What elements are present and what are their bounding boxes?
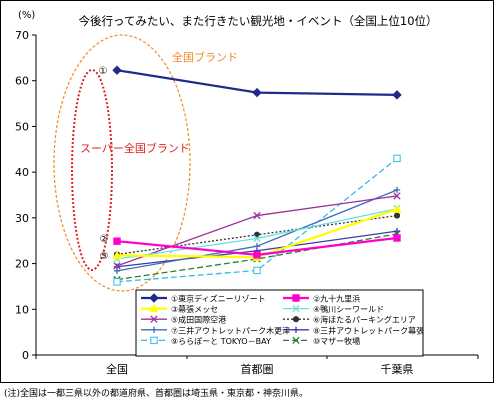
- data-point: [292, 294, 300, 302]
- series-7: [113, 186, 401, 275]
- legend-box: [135, 289, 424, 357]
- legend-label: ⑨ららぽーと TOKYO－BAY: [171, 337, 271, 346]
- y-tick-label: 50: [15, 120, 29, 133]
- data-point: [113, 278, 121, 286]
- data-point: [113, 267, 121, 275]
- data-point: [393, 192, 401, 200]
- series-5: [113, 192, 401, 270]
- data-point: [393, 227, 401, 235]
- legend-label: ①東京ディズニーリゾート: [171, 294, 266, 304]
- legend-label: ④鴨川シーワールド: [313, 304, 384, 314]
- legend-label: ⑦三井アウトレットパーク木更津: [171, 325, 290, 335]
- data-point: [112, 65, 122, 75]
- legend-item: ①東京ディズニーリゾート: [141, 293, 266, 304]
- data-point-stroke: [253, 211, 261, 220]
- data-point: [113, 237, 121, 245]
- legend-item: ⑤成田国際空港: [141, 315, 226, 325]
- legend-item: ⑩マザー牧場: [283, 336, 360, 346]
- y-tick-label: 0: [22, 349, 29, 362]
- data-point: [113, 262, 121, 270]
- data-point: [149, 293, 159, 303]
- y-axis-unit: (%): [18, 10, 35, 21]
- y-tick-label: 10: [15, 303, 29, 316]
- legend-item: ③幕張メッセ: [141, 303, 218, 314]
- series-2: [113, 234, 401, 259]
- data-point: [292, 326, 300, 333]
- data-point: [253, 234, 261, 243]
- legend-label: ⑩マザー牧場: [313, 336, 360, 346]
- data-point: [292, 316, 300, 323]
- legend-item: ⑧三井アウトレットパーク幕張: [283, 325, 424, 335]
- x-tick-label: 首都圏: [241, 362, 274, 376]
- legend-item: ⑦三井アウトレットパーク木更津: [141, 325, 290, 335]
- legend-label: ⑥海ほたるパーキングエリア: [313, 315, 416, 325]
- legend-label: ③幕張メッセ: [171, 304, 218, 314]
- data-point-stroke: [292, 304, 300, 313]
- annotation-circled-2: ②: [100, 234, 109, 245]
- super-national-brand-ellipse: [71, 69, 113, 271]
- data-point: [392, 90, 402, 100]
- data-point-stroke: [292, 336, 300, 345]
- data-point-stroke: [113, 262, 121, 270]
- data-point: [292, 304, 300, 313]
- legend-item: ⑥海ほたるパーキングエリア: [283, 315, 416, 325]
- data-point-stroke: [253, 234, 261, 243]
- data-point: [393, 154, 401, 163]
- data-point: [112, 250, 122, 260]
- data-point: [149, 303, 159, 313]
- data-point: [392, 204, 402, 213]
- footnote: (注)全国は一都三県以外の都道府県、首都圏は埼玉県・東京都・神奈川県。: [4, 389, 309, 399]
- data-point: [253, 243, 261, 250]
- series-9: [113, 154, 401, 286]
- annotation-circled-1: ①: [99, 66, 108, 77]
- y-tick-label: 30: [15, 212, 29, 225]
- y-tick-label: 40: [15, 166, 29, 179]
- data-point: [393, 186, 401, 194]
- legend-label: ⑧三井アウトレットパーク幕張: [313, 325, 424, 335]
- annotation-super-national-brand: スーパー全国ブランド: [80, 141, 190, 155]
- data-point: [393, 234, 401, 242]
- data-point: [253, 231, 261, 238]
- national-brand-ellipse: [53, 34, 191, 292]
- data-point: [393, 212, 401, 219]
- x-tick-label: 千葉県: [381, 362, 414, 376]
- y-tick-label: 60: [15, 75, 29, 88]
- series-8: [113, 227, 401, 270]
- annotation-circled-3: ③: [100, 251, 109, 262]
- data-point: [253, 251, 261, 259]
- legend-item: ⑨ららぽーと TOKYO－BAY: [141, 336, 271, 346]
- legend-label: ⑤成田国際空港: [171, 315, 226, 325]
- annotation-national-brand: 全国ブランド: [172, 50, 238, 64]
- x-tick-label: 全国: [106, 362, 128, 376]
- data-point-stroke: [393, 192, 401, 200]
- y-tick-label: 20: [15, 258, 29, 271]
- data-point: [252, 87, 262, 98]
- legend-label: ②九十九里浜: [313, 294, 360, 304]
- data-point: [253, 266, 261, 275]
- data-point: [150, 326, 158, 333]
- data-point-stroke: [150, 315, 158, 323]
- legend-item: ②九十九里浜: [283, 294, 360, 304]
- data-point: [292, 336, 300, 345]
- data-point: [150, 336, 158, 345]
- series-line: [116, 233, 398, 281]
- legend-item: ④鴨川シーワールド: [283, 304, 384, 314]
- data-point: [253, 211, 261, 220]
- series-1: [112, 65, 402, 100]
- data-point: [150, 315, 158, 323]
- y-tick-label: 70: [15, 29, 29, 42]
- chart-title: 今後行ってみたい、また行きたい観光地・イベント（全国上位10位）: [78, 14, 437, 28]
